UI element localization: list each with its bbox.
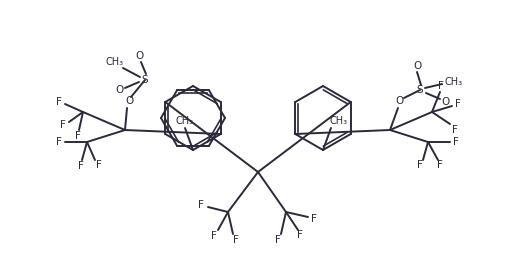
Text: F: F [56,97,62,107]
Text: F: F [453,137,459,147]
Text: F: F [60,120,66,130]
Text: O: O [442,97,450,107]
Text: F: F [198,200,204,210]
Text: O: O [116,85,124,95]
Text: O: O [125,96,133,106]
Text: CH₃: CH₃ [330,116,348,126]
Text: O: O [413,61,421,71]
Text: F: F [417,160,423,170]
Text: F: F [275,235,281,245]
Text: F: F [211,231,217,241]
Text: F: F [452,125,458,135]
Text: F: F [233,235,239,245]
Text: F: F [96,160,102,170]
Text: F: F [56,137,62,147]
Text: F: F [437,160,443,170]
Text: F: F [438,81,444,91]
Text: CH₃: CH₃ [106,57,124,67]
Text: S: S [417,85,423,95]
Text: S: S [142,75,148,85]
Text: O: O [396,96,404,106]
Text: O: O [135,51,143,61]
Text: F: F [455,99,461,109]
Text: CH₃: CH₃ [445,77,463,87]
Text: F: F [297,230,303,240]
Text: F: F [311,214,317,224]
Text: F: F [75,131,81,141]
Text: F: F [78,161,84,171]
Text: CH₃: CH₃ [176,116,194,126]
